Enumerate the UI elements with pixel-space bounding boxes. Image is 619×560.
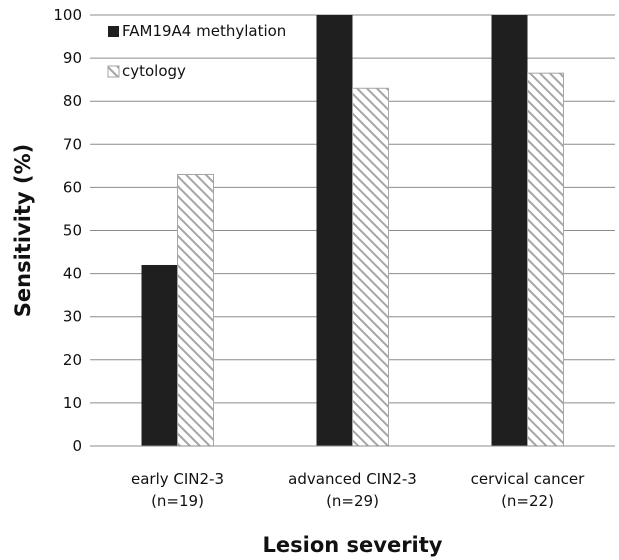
bar-methylation-1: [316, 15, 353, 446]
legend-swatch-methylation: [108, 26, 119, 37]
y-tick-label: 0: [72, 437, 82, 455]
x-category-count-label: (n=22): [501, 492, 554, 510]
x-category-label: early CIN2-3: [131, 470, 224, 488]
bar-cytology-2: [527, 72, 564, 447]
y-tick-label: 70: [63, 135, 82, 153]
x-category-label: cervical cancer: [471, 470, 585, 488]
y-tick-label: 60: [63, 178, 82, 196]
x-category-count-label: (n=29): [326, 492, 379, 510]
x-axis-title: Lesion severity: [263, 533, 443, 557]
y-tick-label: 40: [63, 265, 82, 283]
bar-methylation-0: [141, 264, 178, 446]
y-tick-label: 100: [53, 6, 82, 24]
y-tick-label: 90: [63, 49, 82, 67]
y-tick-label: 20: [63, 351, 82, 369]
x-category-label: advanced CIN2-3: [288, 470, 417, 488]
y-tick-label: 10: [63, 394, 82, 412]
y-tick-label: 30: [63, 308, 82, 326]
bar-methylation-2: [491, 15, 528, 446]
y-tick-label: 50: [63, 222, 82, 240]
legend-swatch-cytology: [107, 65, 120, 78]
bar-cytology-1: [352, 87, 389, 447]
x-category-count-label: (n=19): [151, 492, 204, 510]
legend-label-methylation: FAM19A4 methylation: [122, 22, 286, 40]
y-axis-title: Sensitivity (%): [11, 144, 35, 317]
bar-cytology-0: [177, 173, 214, 447]
y-tick-label: 80: [63, 92, 82, 110]
legend-label-cytology: cytology: [122, 62, 186, 80]
